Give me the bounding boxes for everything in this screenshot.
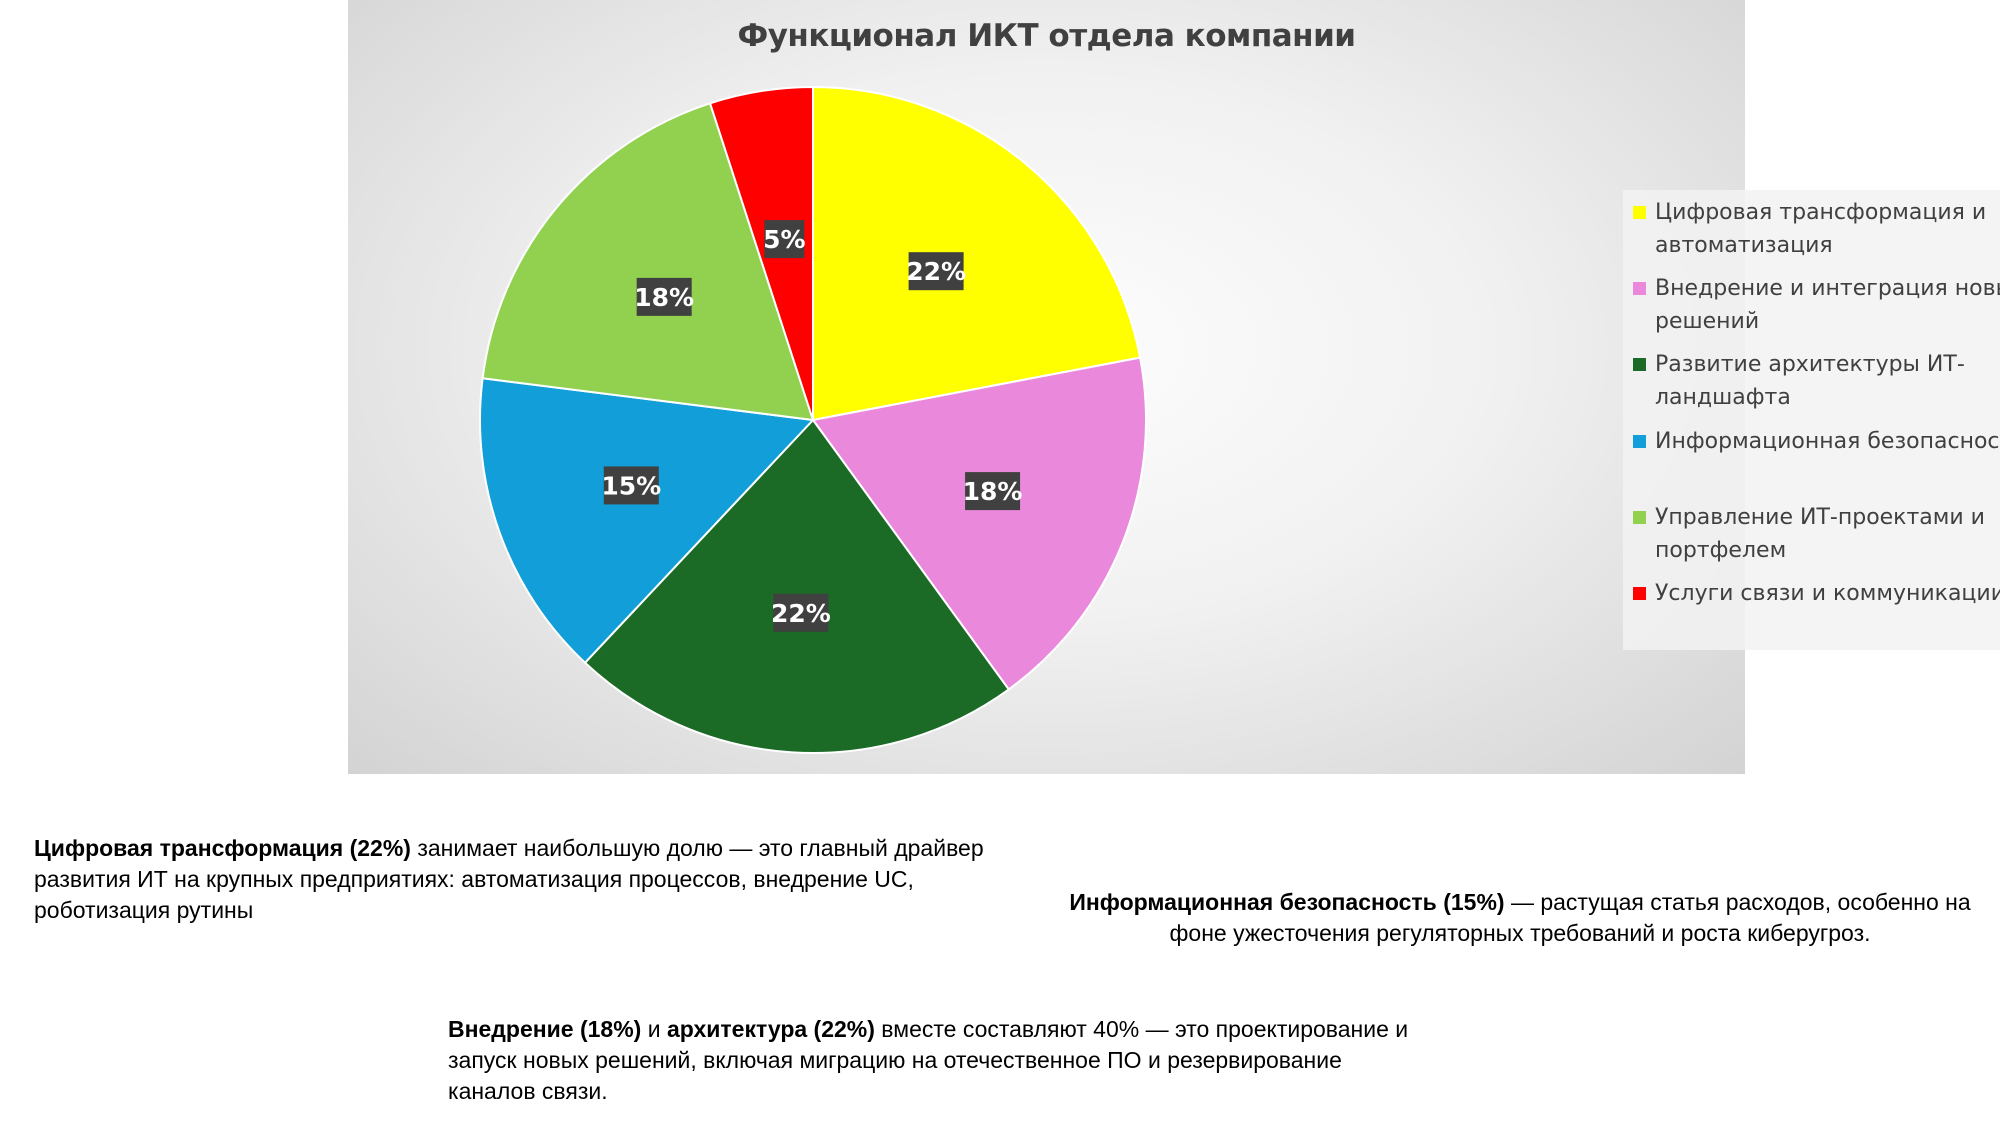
- legend-item-4: Информационная безопасность: [1633, 425, 2000, 458]
- chart-panel: Функционал ИКТ отдела компании 22% 18% 22%…: [348, 0, 2000, 774]
- legend-item-5: Управление ИТ-проектами и портфелем: [1633, 501, 2000, 567]
- svg-text:18%: 18%: [963, 477, 1023, 506]
- svg-text:22%: 22%: [906, 257, 966, 286]
- slice-data-label-1: 22%: [906, 252, 966, 291]
- note-digital-transformation: Цифровая трансформация (22%) занимает на…: [34, 835, 984, 923]
- pie-slice-1: [812, 85, 1142, 422]
- slice-data-label-4: 15%: [601, 466, 661, 505]
- pie-slice-2: [811, 356, 1147, 691]
- legend-label: Внедрение и интеграция новых решений: [1655, 276, 2000, 334]
- pie-slice-3: [583, 418, 1011, 754]
- chart-title: Функционал ИКТ отдела компании: [737, 18, 1356, 54]
- legend-label: Развитие архитектуры ИТ-ландшафта: [1655, 352, 1965, 410]
- legend-label: Информационная безопасность: [1655, 429, 2000, 454]
- chart-legend: Цифровая трансформация и автоматизация Вн…: [1623, 190, 2000, 650]
- svg-text:18%: 18%: [634, 283, 694, 312]
- legend-swatch: [1633, 435, 1646, 448]
- legend-item-3: Развитие архитектуры ИТ-ландшафта: [1633, 348, 2000, 414]
- svg-text:15%: 15%: [601, 471, 661, 500]
- legend-swatch: [1633, 511, 1646, 524]
- legend-swatch: [1633, 206, 1646, 219]
- svg-text:5%: 5%: [763, 225, 805, 254]
- note-implementation-architecture: Внедрение (18%) и архитектура (22%) вмес…: [448, 1016, 1409, 1104]
- slice-data-label-6: 5%: [763, 220, 806, 259]
- svg-text:22%: 22%: [771, 599, 831, 628]
- slice-data-label-3: 22%: [771, 593, 831, 632]
- legend-item-2: Внедрение и интеграция новых решений: [1633, 272, 2000, 338]
- pie-chart: 22% 18% 22% 15% 18% 5%: [479, 85, 1147, 754]
- note-information-security: Информационная безопасность (15%) — раст…: [1069, 889, 1971, 946]
- pie-slice-4: [479, 377, 816, 665]
- legend-item-1: Цифровая трансформация и автоматизация: [1633, 196, 2000, 262]
- legend-item-6: Услуги связи и коммуникации: [1633, 577, 2000, 610]
- slice-data-label-5: 18%: [634, 277, 694, 316]
- slice-data-label-2: 18%: [963, 472, 1023, 511]
- legend-swatch: [1633, 358, 1646, 371]
- pie-slice-6: [708, 85, 814, 421]
- pie-slice-5: [481, 102, 815, 422]
- legend-label: Управление ИТ-проектами и портфелем: [1655, 505, 1985, 563]
- legend-swatch: [1633, 282, 1646, 295]
- legend-label: Услуги связи и коммуникации: [1655, 581, 2000, 606]
- legend-label: Цифровая трансформация и автоматизация: [1655, 200, 1987, 258]
- legend-swatch: [1633, 587, 1646, 600]
